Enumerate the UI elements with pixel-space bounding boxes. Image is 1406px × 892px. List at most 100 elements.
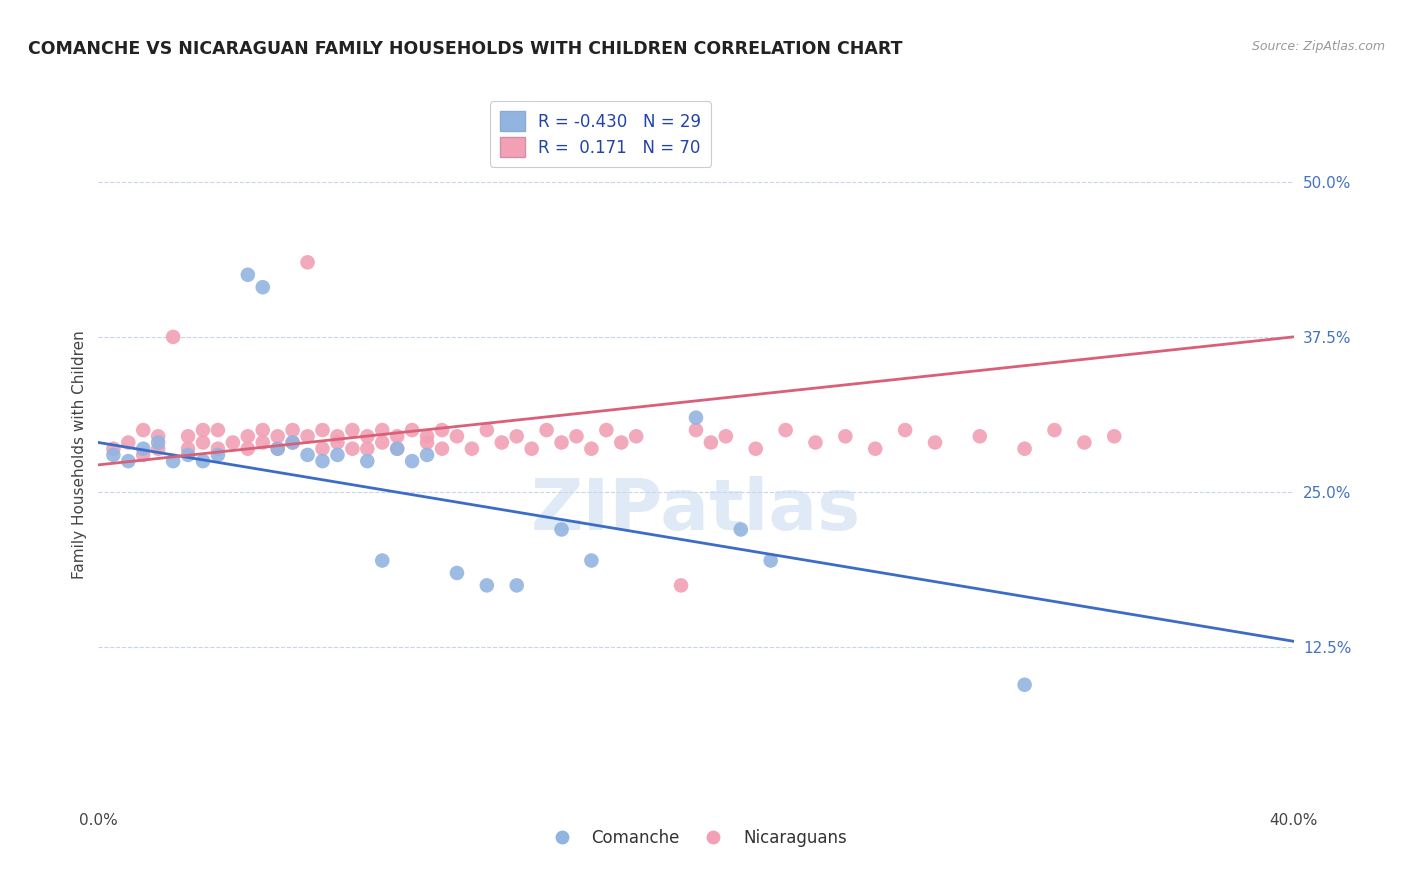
Point — [969, 429, 991, 443]
Point — [714, 429, 737, 443]
Point — [475, 423, 498, 437]
Point — [581, 442, 603, 456]
Point — [236, 442, 259, 456]
Point — [430, 423, 453, 437]
Point — [401, 423, 423, 437]
Point — [252, 435, 274, 450]
Point — [1014, 442, 1036, 456]
Point — [103, 448, 125, 462]
Point — [595, 423, 617, 437]
Point — [371, 435, 394, 450]
Point — [475, 578, 498, 592]
Point — [550, 523, 572, 537]
Point — [371, 553, 394, 567]
Point — [191, 435, 214, 450]
Point — [177, 429, 200, 443]
Point — [581, 553, 603, 567]
Point — [103, 442, 125, 456]
Point — [342, 423, 364, 437]
Point — [491, 435, 513, 450]
Point — [117, 454, 139, 468]
Point — [177, 442, 200, 456]
Legend: Comanche, Nicaraguans: Comanche, Nicaraguans — [538, 822, 853, 854]
Point — [297, 429, 319, 443]
Point — [281, 435, 304, 450]
Text: ZIPatlas: ZIPatlas — [531, 476, 860, 545]
Point — [506, 429, 529, 443]
Point — [281, 435, 304, 450]
Point — [252, 280, 274, 294]
Point — [924, 435, 946, 450]
Point — [297, 255, 319, 269]
Point — [132, 423, 155, 437]
Point — [565, 429, 588, 443]
Point — [236, 268, 259, 282]
Point — [626, 429, 648, 443]
Point — [550, 435, 572, 450]
Point — [1043, 423, 1066, 437]
Point — [775, 423, 797, 437]
Point — [700, 435, 723, 450]
Point — [610, 435, 633, 450]
Point — [385, 429, 409, 443]
Point — [177, 448, 200, 462]
Point — [132, 448, 155, 462]
Point — [446, 429, 468, 443]
Point — [222, 435, 245, 450]
Point — [1104, 429, 1126, 443]
Point — [342, 442, 364, 456]
Point — [207, 442, 229, 456]
Point — [252, 423, 274, 437]
Point — [385, 442, 409, 456]
Text: Source: ZipAtlas.com: Source: ZipAtlas.com — [1251, 40, 1385, 54]
Point — [804, 435, 827, 450]
Point — [148, 435, 170, 450]
Point — [730, 523, 752, 537]
Point — [401, 454, 423, 468]
Point — [745, 442, 768, 456]
Point — [536, 423, 558, 437]
Point — [311, 423, 333, 437]
Point — [1014, 678, 1036, 692]
Point — [461, 442, 484, 456]
Point — [416, 429, 439, 443]
Y-axis label: Family Households with Children: Family Households with Children — [72, 331, 87, 579]
Point — [267, 442, 290, 456]
Point — [326, 429, 349, 443]
Point — [356, 454, 378, 468]
Point — [117, 435, 139, 450]
Point — [207, 448, 229, 462]
Point — [267, 429, 290, 443]
Point — [669, 578, 692, 592]
Point — [132, 442, 155, 456]
Point — [162, 330, 184, 344]
Point — [311, 442, 333, 456]
Point — [446, 566, 468, 580]
Point — [267, 442, 290, 456]
Point — [894, 423, 917, 437]
Point — [236, 429, 259, 443]
Point — [416, 435, 439, 450]
Point — [520, 442, 543, 456]
Point — [385, 442, 409, 456]
Point — [311, 454, 333, 468]
Point — [430, 442, 453, 456]
Point — [326, 448, 349, 462]
Point — [281, 423, 304, 437]
Point — [148, 429, 170, 443]
Point — [207, 423, 229, 437]
Point — [371, 423, 394, 437]
Point — [865, 442, 887, 456]
Point — [1073, 435, 1095, 450]
Point — [191, 454, 214, 468]
Point — [416, 448, 439, 462]
Text: COMANCHE VS NICARAGUAN FAMILY HOUSEHOLDS WITH CHILDREN CORRELATION CHART: COMANCHE VS NICARAGUAN FAMILY HOUSEHOLDS… — [28, 40, 903, 58]
Point — [356, 429, 378, 443]
Point — [191, 423, 214, 437]
Point — [685, 410, 707, 425]
Point — [685, 423, 707, 437]
Point — [162, 454, 184, 468]
Point — [297, 448, 319, 462]
Point — [356, 442, 378, 456]
Point — [506, 578, 529, 592]
